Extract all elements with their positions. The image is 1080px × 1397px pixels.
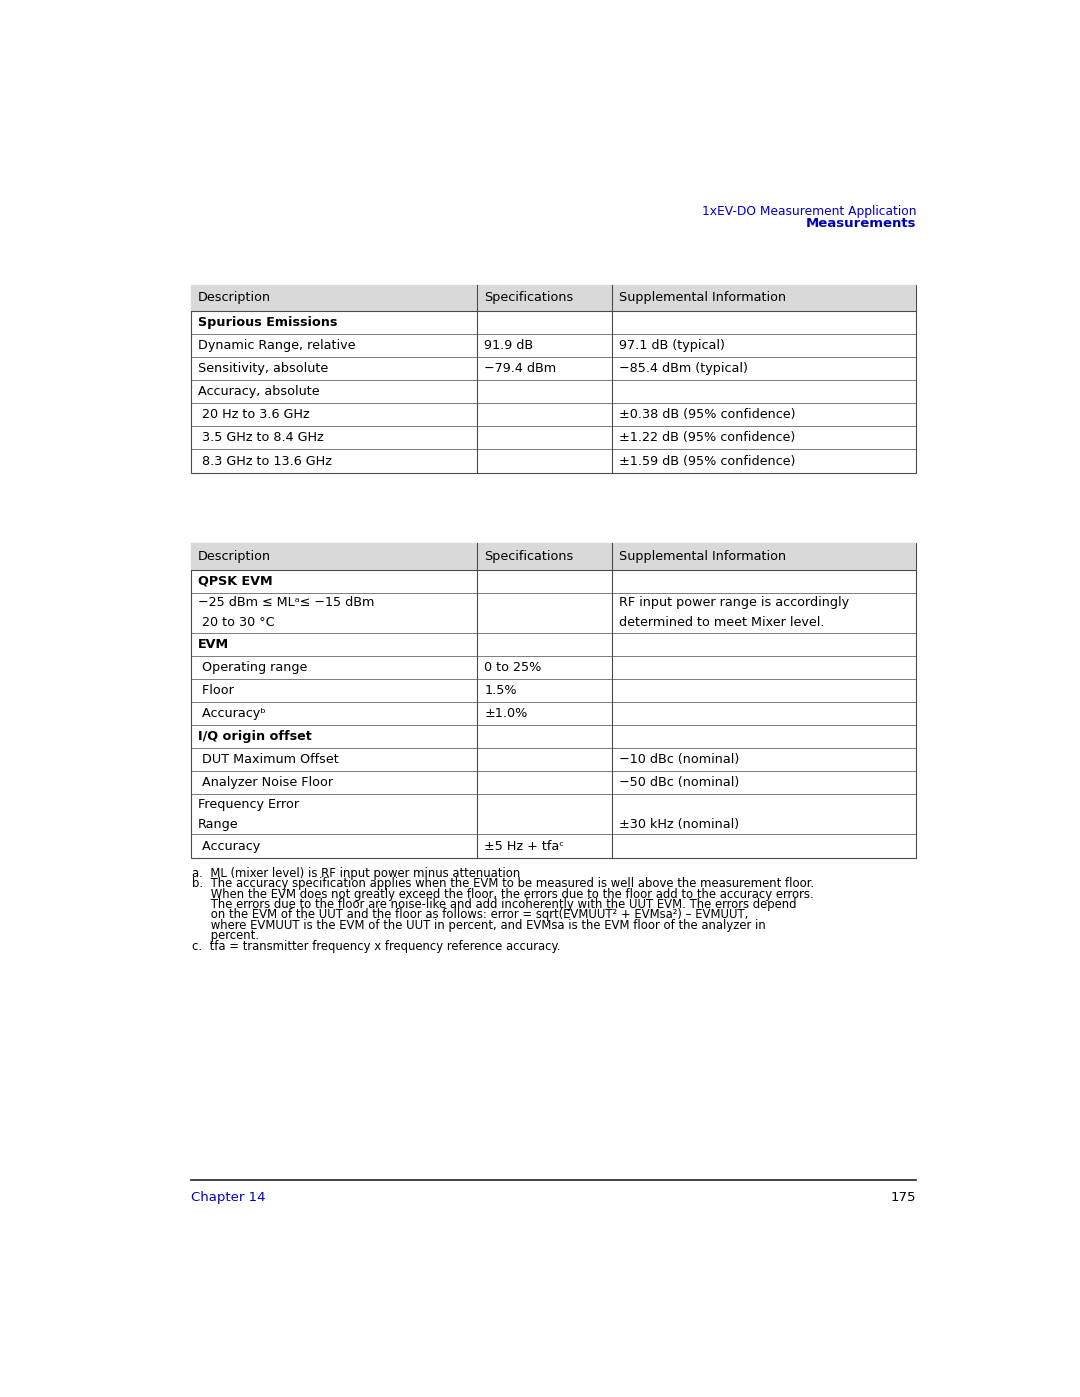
Text: ±1.0%: ±1.0% xyxy=(484,707,528,719)
Text: −79.4 dBm: −79.4 dBm xyxy=(484,362,556,376)
Text: ±5 Hz + tfaᶜ: ±5 Hz + tfaᶜ xyxy=(484,840,565,852)
Bar xyxy=(191,285,916,312)
Text: Range: Range xyxy=(198,819,239,831)
Text: Operating range: Operating range xyxy=(198,661,307,673)
Text: −50 dBc (nominal): −50 dBc (nominal) xyxy=(619,777,739,789)
Text: Floor: Floor xyxy=(198,685,233,697)
Text: 1.5%: 1.5% xyxy=(484,685,517,697)
Text: −10 dBc (nominal): −10 dBc (nominal) xyxy=(619,753,739,767)
Text: Analyzer Noise Floor: Analyzer Noise Floor xyxy=(198,777,333,789)
Text: Description: Description xyxy=(198,291,271,305)
Text: ±1.22 dB (95% confidence): ±1.22 dB (95% confidence) xyxy=(619,432,795,444)
Text: −25 dBm ≤ MLᵃ≤ −15 dBm: −25 dBm ≤ MLᵃ≤ −15 dBm xyxy=(198,597,374,609)
Text: Spurious Emissions: Spurious Emissions xyxy=(198,316,337,328)
Text: QPSK EVM: QPSK EVM xyxy=(198,574,272,588)
Text: on the EVM of the UUT and the floor as follows: error = sqrt(EVMUUT² + EVMsa²) –: on the EVM of the UUT and the floor as f… xyxy=(192,908,748,922)
Text: a.  ML (mixer level) is RF input power minus attenuation: a. ML (mixer level) is RF input power mi… xyxy=(192,866,521,880)
Text: Description: Description xyxy=(198,550,271,563)
Text: RF input power range is accordingly: RF input power range is accordingly xyxy=(619,597,849,609)
Text: 20 Hz to 3.6 GHz: 20 Hz to 3.6 GHz xyxy=(198,408,309,422)
Text: Supplemental Information: Supplemental Information xyxy=(619,550,785,563)
Text: 91.9 dB: 91.9 dB xyxy=(484,339,534,352)
Text: Accuracyᵇ: Accuracyᵇ xyxy=(198,707,266,719)
Bar xyxy=(191,543,916,858)
Text: b.  The accuracy specification applies when the EVM to be measured is well above: b. The accuracy specification applies wh… xyxy=(192,877,814,890)
Bar xyxy=(191,543,916,570)
Text: Specifications: Specifications xyxy=(484,291,573,305)
Text: Chapter 14: Chapter 14 xyxy=(191,1192,266,1204)
Text: 175: 175 xyxy=(891,1192,916,1204)
Text: 0 to 25%: 0 to 25% xyxy=(484,661,542,673)
Text: Sensitivity, absolute: Sensitivity, absolute xyxy=(198,362,328,376)
Text: −85.4 dBm (typical): −85.4 dBm (typical) xyxy=(619,362,747,376)
Text: Dynamic Range, relative: Dynamic Range, relative xyxy=(198,339,355,352)
Text: EVM: EVM xyxy=(198,638,229,651)
Text: 1xEV-DO Measurement Application: 1xEV-DO Measurement Application xyxy=(702,204,916,218)
Text: ±1.59 dB (95% confidence): ±1.59 dB (95% confidence) xyxy=(619,454,795,468)
Text: The errors due to the floor are noise-like and add incoherently with the UUT EVM: The errors due to the floor are noise-li… xyxy=(192,898,797,911)
Text: 8.3 GHz to 13.6 GHz: 8.3 GHz to 13.6 GHz xyxy=(198,454,332,468)
Text: c.  tfa = transmitter frequency x frequency reference accuracy.: c. tfa = transmitter frequency x frequen… xyxy=(192,940,561,953)
Text: I/Q origin offset: I/Q origin offset xyxy=(198,731,311,743)
Text: percent.: percent. xyxy=(192,929,259,942)
Text: DUT Maximum Offset: DUT Maximum Offset xyxy=(198,753,338,767)
Text: Measurements: Measurements xyxy=(806,217,916,231)
Text: ±0.38 dB (95% confidence): ±0.38 dB (95% confidence) xyxy=(619,408,795,422)
Text: Specifications: Specifications xyxy=(484,550,573,563)
Text: 3.5 GHz to 8.4 GHz: 3.5 GHz to 8.4 GHz xyxy=(198,432,324,444)
Bar xyxy=(191,285,916,472)
Text: where EVMUUT is the EVM of the UUT in percent, and EVMsa is the EVM floor of the: where EVMUUT is the EVM of the UUT in pe… xyxy=(192,919,766,932)
Text: Frequency Error: Frequency Error xyxy=(198,798,299,810)
Text: Supplemental Information: Supplemental Information xyxy=(619,291,785,305)
Text: Accuracy: Accuracy xyxy=(198,840,260,852)
Text: determined to meet Mixer level.: determined to meet Mixer level. xyxy=(619,616,824,629)
Text: Accuracy, absolute: Accuracy, absolute xyxy=(198,386,320,398)
Text: When the EVM does not greatly exceed the floor, the errors due to the floor add : When the EVM does not greatly exceed the… xyxy=(192,887,814,901)
Text: 20 to 30 °C: 20 to 30 °C xyxy=(198,616,274,629)
Text: ±30 kHz (nominal): ±30 kHz (nominal) xyxy=(619,819,739,831)
Text: 97.1 dB (typical): 97.1 dB (typical) xyxy=(619,339,725,352)
